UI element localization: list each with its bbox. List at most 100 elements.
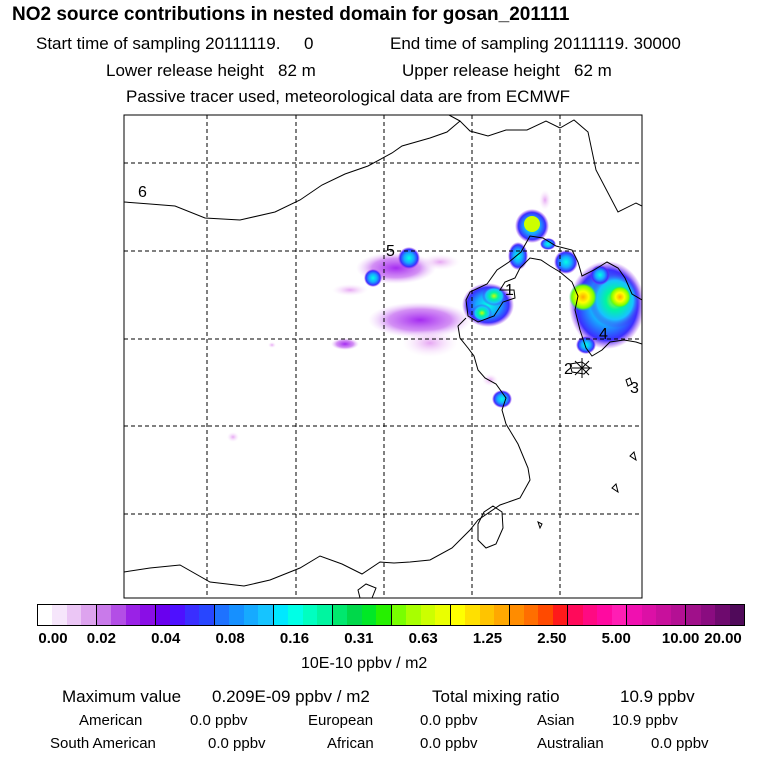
region-name: South American	[50, 735, 156, 752]
colorbar-segment	[317, 605, 333, 625]
region-value: 0.0 ppbv	[651, 735, 709, 752]
colorbar-segment	[199, 605, 215, 625]
colorbar-segment	[538, 605, 553, 625]
colorbar-segment	[494, 605, 510, 625]
end-time-label: End time of sampling 20111119. 30000	[390, 34, 681, 53]
max-value-label: Maximum value	[62, 687, 182, 706]
colorbar-tick-label: 10.00	[661, 630, 700, 647]
map-frame-bg	[124, 115, 642, 598]
colorbar-segment	[155, 605, 171, 625]
island	[625, 377, 633, 387]
colorbar-segment	[361, 605, 377, 625]
map-frame	[123, 114, 643, 599]
plume-patch	[420, 254, 460, 270]
plot-title: NO2 source contributions in nested domai…	[12, 4, 570, 25]
plume-core	[576, 336, 596, 354]
colorbar-segment	[229, 605, 244, 625]
colorbar-segment	[288, 605, 303, 625]
island	[611, 483, 619, 494]
colorbar-segment	[582, 605, 598, 625]
colorbar-tick-label: 0.08	[215, 630, 245, 647]
colorbar-segment	[332, 605, 348, 625]
plume-core	[482, 286, 506, 306]
region-value: 0.0 ppbv	[420, 712, 478, 729]
receptor-label-3: 3	[630, 380, 639, 397]
receptor-labels: 1 2 3 4 5 6	[138, 184, 639, 397]
region-name: Australian	[537, 735, 604, 752]
passive-tracer-note: Passive tracer used, meteorological data…	[126, 87, 571, 106]
plume-patch	[331, 338, 359, 350]
region-value: 0.0 ppbv	[190, 712, 248, 729]
colorbar-segment	[641, 605, 657, 625]
colorbar-segment	[435, 605, 451, 625]
plume-patch	[332, 284, 368, 296]
island	[537, 521, 543, 530]
colorbar-segment	[627, 605, 642, 625]
region-name: American	[79, 712, 143, 729]
concentration-field	[227, 190, 642, 442]
colorbar-segment	[523, 605, 539, 625]
graticule	[124, 115, 642, 598]
region-value: 10.9 ppbv	[612, 712, 678, 729]
receptor-marker-icon	[572, 358, 592, 378]
receptor-label-4: 4	[599, 326, 608, 343]
start-time-label: Start time of sampling 20111119. 0	[36, 34, 314, 53]
colorbar-segment	[111, 605, 126, 625]
plume-core	[569, 283, 597, 311]
colorbar-segment	[125, 605, 141, 625]
colorbar-segment	[391, 605, 407, 625]
plume-core	[524, 216, 540, 232]
region-value: 0.0 ppbv	[420, 735, 478, 752]
receptor-label-5: 5	[386, 243, 395, 260]
plume-patch	[268, 342, 276, 348]
region-name: Asian	[537, 712, 575, 729]
colorbar-tick-label: 0.63	[408, 630, 438, 647]
colorbar-segment	[509, 605, 524, 625]
colorbar-tick-label: 0.16	[279, 630, 310, 647]
colorbar-segment	[140, 605, 156, 625]
colorbar-tick-label: 5.00	[601, 630, 631, 647]
plume-core	[364, 269, 382, 287]
colorbar-segment	[214, 605, 230, 625]
region-value: 0.0 ppbv	[208, 735, 266, 752]
receptor-label-2: 2	[564, 361, 573, 378]
colorbar-segment	[302, 605, 318, 625]
colorbar-unit-label: 10E-10 ppbv / m2	[301, 655, 428, 672]
colorbar-segment	[700, 605, 716, 625]
colorbar-segment	[465, 605, 480, 625]
colorbar-segment	[552, 605, 569, 625]
colorbar-tick-label: 0.31	[344, 630, 374, 647]
colorbar-segment	[243, 605, 259, 625]
colorbar-segment	[273, 605, 289, 625]
plume-core	[508, 242, 528, 270]
plume-patch	[539, 190, 551, 210]
total-mixing-label: Total mixing ratio	[432, 687, 560, 706]
island	[629, 451, 637, 462]
plume-core	[609, 286, 631, 308]
region-name: African	[327, 735, 374, 752]
colorbar-segment	[420, 605, 436, 625]
colorbar-segment	[597, 605, 612, 625]
colorbar-tick-label: 0.00	[38, 630, 68, 647]
island	[357, 583, 377, 598]
colorbar-segment	[729, 605, 745, 625]
island-jeju	[569, 361, 591, 375]
border-line	[559, 119, 642, 213]
coastline	[465, 235, 642, 357]
plume-core	[398, 247, 420, 269]
plume-patch	[368, 302, 472, 338]
plume-core	[492, 390, 512, 408]
upper-release-height: Upper release height 62 m	[402, 61, 612, 80]
colorbar-segment	[376, 605, 392, 625]
colorbar-segment	[184, 605, 200, 625]
colorbar-tick-label: 20.00	[704, 630, 742, 647]
receptor-label-6: 6	[138, 184, 147, 201]
max-value: 0.209E-09 ppbv / m2	[212, 687, 370, 706]
plume-core	[590, 265, 610, 285]
colorbar-segment	[96, 605, 112, 625]
colorbar	[37, 604, 745, 626]
colorbar-segment	[568, 605, 583, 625]
colorbar-segment	[686, 605, 701, 625]
region-name: European	[308, 712, 374, 729]
total-mixing-value: 10.9 ppbv	[620, 687, 695, 706]
